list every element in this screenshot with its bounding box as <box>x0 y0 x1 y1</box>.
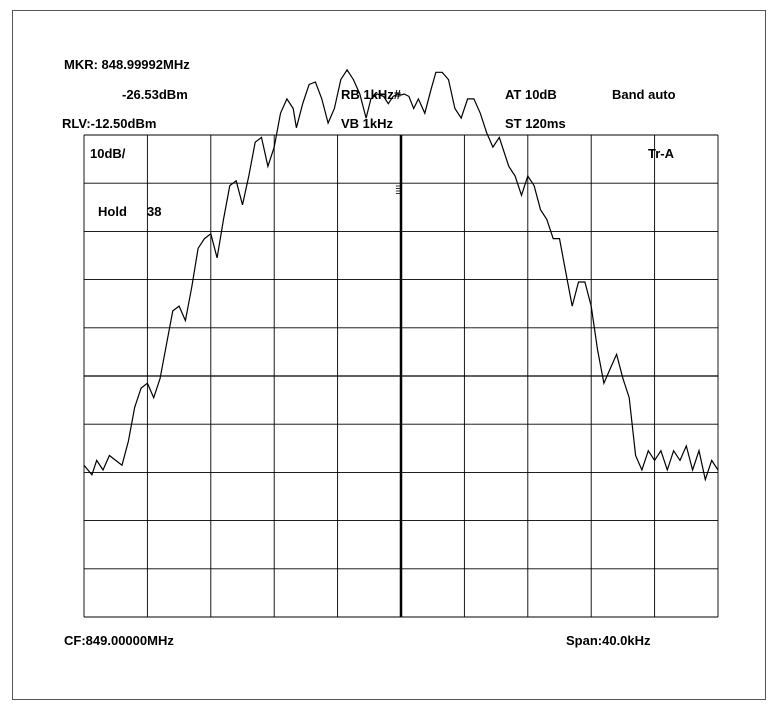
marker-level: -26.53dBm <box>122 87 188 102</box>
attenuation: AT 10dB <box>505 87 557 102</box>
marker-frequency: MKR: 848.99992MHz <box>64 57 190 72</box>
video-bandwidth: VB 1kHz <box>341 116 394 131</box>
spectrum-trace <box>83 68 719 482</box>
marker-symbol <box>395 185 402 194</box>
trace-label: Tr-A <box>648 146 674 161</box>
span: Span:40.0kHz <box>566 633 651 648</box>
instrument-frame <box>12 10 766 700</box>
scale-label: 10dB/ <box>90 146 126 161</box>
band-setting: Band auto <box>612 87 676 102</box>
reference-level: RLV:-12.50dBm <box>62 116 157 131</box>
hold-count: 38 <box>147 204 162 219</box>
center-frequency: CF:849.00000MHz <box>64 633 174 648</box>
hold-label: Hold <box>98 204 127 219</box>
graticule <box>83 134 719 618</box>
sweep-time: ST 120ms <box>505 116 566 131</box>
resolution-bandwidth: RB 1kHz# <box>341 87 401 102</box>
